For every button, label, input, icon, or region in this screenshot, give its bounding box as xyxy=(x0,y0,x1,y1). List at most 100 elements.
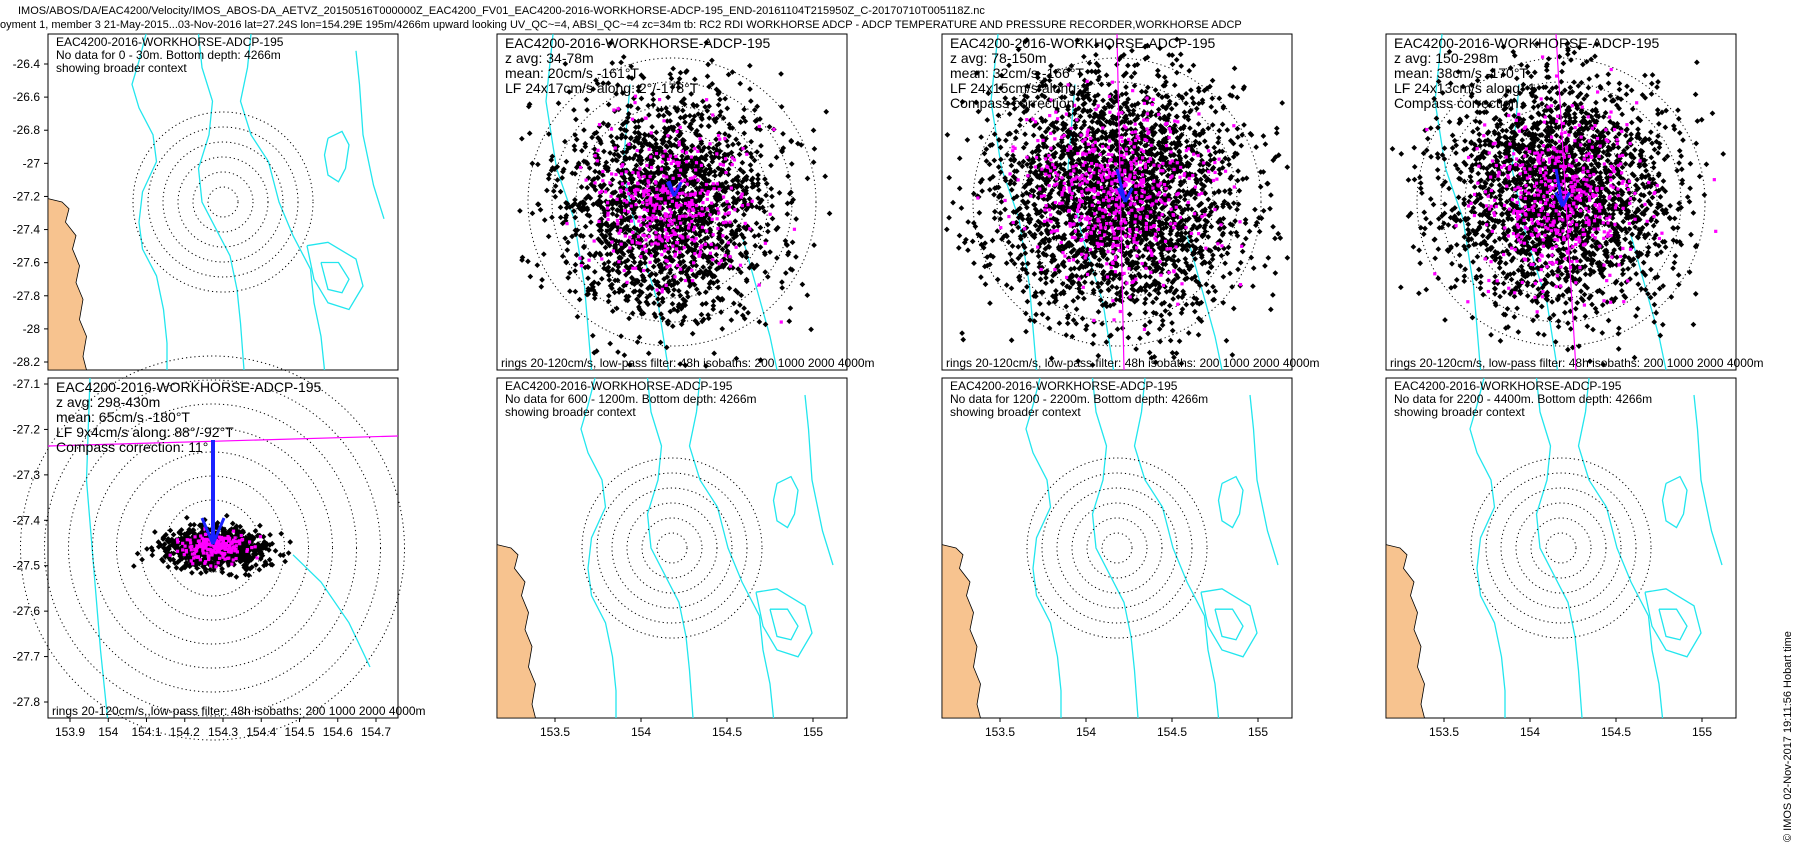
scatter-point-highlight xyxy=(682,246,686,250)
scatter-point-highlight xyxy=(743,221,747,225)
scatter-point xyxy=(740,169,747,176)
scatter-point xyxy=(665,249,672,255)
scatter-point-highlight xyxy=(728,255,732,259)
scatter-point xyxy=(810,159,817,166)
scatter-point-highlight xyxy=(617,231,621,235)
scatter-point-highlight xyxy=(693,191,698,195)
scatter-point-highlight xyxy=(632,196,636,200)
scatter-point xyxy=(554,163,561,170)
scatter-point-highlight xyxy=(721,195,726,199)
scatter-point-highlight xyxy=(613,146,617,150)
speed-ring xyxy=(623,153,721,251)
scatter-point xyxy=(519,254,526,261)
scatter-point-highlight xyxy=(647,234,651,239)
scatter-point-highlight xyxy=(678,267,683,271)
scatter-point-highlight xyxy=(675,225,680,229)
y-tick-label: -27.6 xyxy=(13,256,41,270)
scatter-point-highlight xyxy=(646,179,650,183)
scatter-point-highlight xyxy=(723,212,727,216)
scatter-point-highlight xyxy=(723,157,728,161)
scatter-point-highlight xyxy=(665,215,669,219)
scatter-point xyxy=(677,361,683,367)
scatter-point-highlight xyxy=(683,178,687,182)
scatter-point-highlight xyxy=(655,193,659,198)
scatter-point xyxy=(621,352,628,358)
scatter-point-highlight xyxy=(606,217,610,221)
scatter-point-highlight xyxy=(690,219,694,224)
scatter-point xyxy=(584,107,590,113)
scatter-point-highlight xyxy=(665,238,670,242)
scatter-point-highlight xyxy=(684,193,688,197)
scatter-point-highlight xyxy=(768,212,772,216)
speed-ring xyxy=(207,186,239,218)
scatter-point xyxy=(600,80,606,87)
scatter-point-highlight xyxy=(1096,244,1100,249)
scatter-point xyxy=(740,114,747,121)
scatter-point-highlight xyxy=(692,261,696,265)
scatter-point-highlight xyxy=(668,264,672,268)
scatter-point-highlight xyxy=(653,180,658,184)
y-tick-label: -27.4 xyxy=(13,223,41,237)
panel-footer: rings 20-120cm/s, low-pass filter: 48h i… xyxy=(501,356,875,370)
isobath-line xyxy=(320,261,350,294)
scatter-point-highlight xyxy=(704,98,709,102)
scatter-point-highlight xyxy=(734,245,738,249)
scatter-point-highlight xyxy=(687,200,691,205)
scatter-point-highlight xyxy=(694,161,699,165)
scatter-point-highlight xyxy=(725,200,729,204)
scatter-point xyxy=(732,287,739,294)
scatter-point-highlight xyxy=(1133,122,1137,126)
scatter-point-highlight xyxy=(1033,165,1038,169)
scatter-point-highlight xyxy=(711,113,715,117)
scatter-point xyxy=(625,114,631,121)
scatter-point-highlight xyxy=(624,170,628,174)
scatter-point-highlight xyxy=(638,241,642,245)
panel-info-line: LF 24x17cm/s along: 2°/-178°T xyxy=(505,80,699,96)
scatter-point xyxy=(730,300,737,307)
scatter-point-highlight xyxy=(639,223,643,227)
scatter-point xyxy=(714,278,721,285)
speed-ring xyxy=(192,171,254,233)
scatter-point-highlight xyxy=(645,199,649,203)
scatter-point-highlight xyxy=(609,194,613,198)
scatter-point-highlight xyxy=(636,182,640,186)
scatter-point-highlight xyxy=(1134,214,1138,218)
scatter-point xyxy=(537,206,544,213)
scatter-point-highlight xyxy=(667,218,672,222)
scatter-point xyxy=(609,205,616,212)
scatter-point-highlight xyxy=(644,249,648,253)
scatter-point-highlight xyxy=(686,235,690,239)
scatter-point-highlight xyxy=(674,232,678,236)
scatter-point-highlight xyxy=(710,217,714,221)
scatter-point-highlight xyxy=(651,217,655,221)
scatter-point xyxy=(633,214,639,220)
coastline-land xyxy=(47,198,88,371)
scatter-point xyxy=(780,130,786,137)
scatter-point xyxy=(588,232,594,239)
scatter-point-highlight xyxy=(649,196,653,200)
scatter-point-highlight xyxy=(648,175,652,179)
scatter-point-highlight xyxy=(646,216,650,220)
scatter-point xyxy=(741,211,747,218)
scatter-point-highlight xyxy=(644,116,648,120)
y-tick-label: -27.2 xyxy=(13,189,41,203)
scatter-point-highlight xyxy=(671,176,675,180)
scatter-point-highlight xyxy=(631,230,635,235)
scatter-point xyxy=(747,162,754,168)
scatter-point xyxy=(691,76,698,83)
scatter-point-highlight xyxy=(631,170,635,175)
scatter-point-highlight xyxy=(674,154,678,159)
scatter-point xyxy=(704,107,711,114)
scatter-point-highlight xyxy=(696,178,700,182)
scatter-point xyxy=(675,84,682,91)
scatter-point-highlight xyxy=(1081,139,1085,143)
scatter-point-highlight xyxy=(665,232,669,236)
scatter-point xyxy=(635,84,642,90)
scatter-point-highlight xyxy=(700,225,705,229)
scatter-point-highlight xyxy=(687,209,691,213)
scatter-point-highlight xyxy=(647,147,651,151)
scatter-point-highlight xyxy=(1163,193,1167,197)
scatter-point-highlight xyxy=(694,213,698,218)
scatter-point-highlight xyxy=(674,247,679,251)
